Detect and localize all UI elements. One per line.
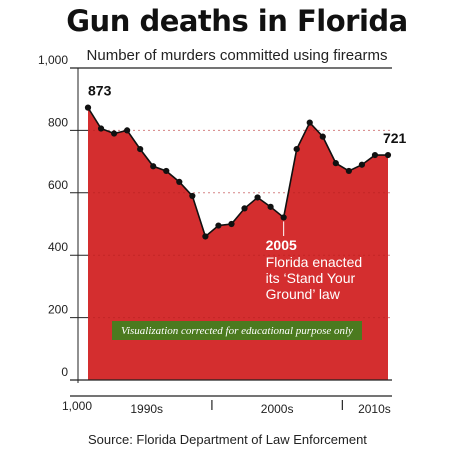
y-tick-label: 1,000 — [38, 53, 68, 67]
value-label: 721 — [383, 130, 407, 146]
data-point — [163, 167, 170, 175]
badge-background — [112, 321, 362, 340]
data-point — [228, 220, 235, 228]
data-point — [358, 161, 366, 168]
data-point — [280, 214, 287, 221]
data-point — [371, 151, 379, 159]
source-note: Source: Florida Department of Law Enforc… — [88, 432, 367, 447]
data-point — [306, 119, 313, 126]
data-point — [254, 194, 261, 201]
chart-title: Gun deaths in Florida — [66, 4, 408, 38]
data-point — [150, 163, 157, 170]
annotation-line: its ‘Stand Your — [266, 270, 356, 286]
data-point — [202, 233, 209, 240]
data-point — [332, 160, 339, 167]
data-point — [176, 178, 183, 185]
data-point — [110, 130, 118, 137]
area-fill — [88, 107, 388, 381]
data-point — [215, 222, 222, 229]
y-tick-label: 600 — [48, 178, 68, 192]
bottom-tick-label: 1,000 — [62, 399, 92, 413]
x-group-label: 1990s — [130, 402, 163, 416]
y-tick-label: 400 — [48, 240, 68, 254]
data-point — [384, 151, 392, 159]
data-point — [319, 133, 326, 140]
y-tick-label: 200 — [48, 303, 68, 317]
x-group-label: 2010s — [358, 402, 391, 416]
value-label: 873 — [88, 83, 112, 99]
annotation-line: Ground’ law — [266, 286, 341, 302]
data-point — [241, 205, 248, 212]
data-point — [293, 146, 300, 153]
y-tick-label: 0 — [61, 365, 68, 379]
annotation-year: 2005 — [266, 237, 297, 253]
chart-subtitle: Number of murders committed using firear… — [86, 47, 388, 64]
data-point — [189, 192, 196, 200]
badge-text: Visualization corrected for educational … — [121, 325, 353, 337]
x-group-label: 2000s — [261, 402, 294, 416]
annotation-line: Florida enacted — [266, 254, 363, 270]
data-point — [137, 146, 144, 153]
data-point — [345, 167, 352, 175]
data-point — [97, 125, 105, 132]
data-point — [84, 104, 92, 111]
data-point — [267, 203, 274, 210]
y-tick-label: 800 — [48, 115, 68, 129]
data-point — [124, 127, 131, 134]
